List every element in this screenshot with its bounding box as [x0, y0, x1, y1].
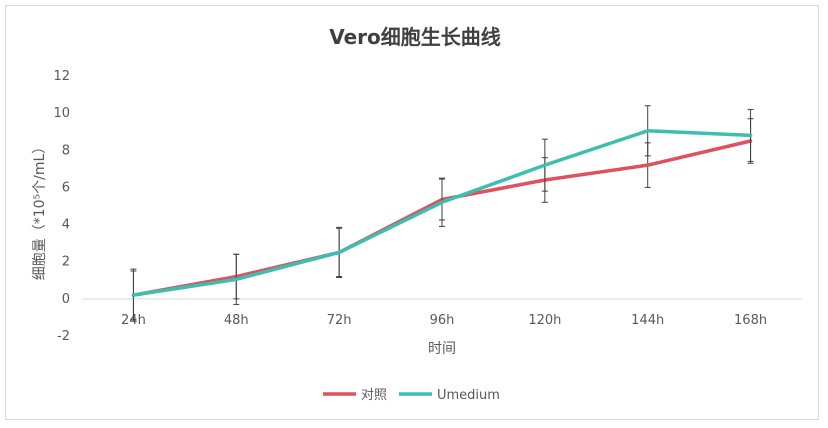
x-tick-label: 96h — [430, 313, 455, 328]
x-tick-label: 144h — [631, 313, 664, 328]
growth-curve-chart: Vero细胞生长曲线 细胞量（*10⁵个/mL） 时间 -2024681012 … — [32, 25, 802, 403]
chart-frame: Vero细胞生长曲线 细胞量（*10⁵个/mL） 时间 -2 0 2 4 6 8 10 12 … — [5, 5, 819, 420]
series-line-1 — [131, 129, 753, 297]
y-axis-ticks: -2 0 2 4 6 8 10 12 — [53, 69, 70, 344]
x-tick-label: 120h — [528, 313, 561, 328]
y-tick-label: 0 — [62, 292, 70, 307]
x-axis-ticks: 24h 48h 72h 96h 120h 144h 168h — [121, 313, 767, 328]
x-tick-label: 48h — [224, 313, 249, 328]
chart-title: Vero细胞生长曲线 — [329, 25, 501, 49]
x-tick-label: 72h — [327, 313, 352, 328]
y-tick-label: 4 — [62, 218, 70, 233]
legend-item-1: Umedium — [399, 388, 500, 403]
y-axis-label: 细胞量（*10⁵个/mL） — [32, 140, 48, 281]
y-tick-label: -2 — [57, 329, 70, 344]
y-tick-label: 12 — [53, 69, 70, 84]
legend-item-0: 对照 — [323, 388, 387, 403]
series-1 — [130, 105, 754, 322]
y-tick-label: 6 — [62, 180, 70, 195]
y-tick-label: 2 — [62, 255, 70, 270]
x-tick-label: 168h — [734, 313, 767, 328]
x-axis-label: 时间 — [428, 341, 456, 357]
y-tick-label: 8 — [62, 143, 70, 158]
legend: 对照 Umedium — [323, 388, 500, 403]
legend-label: Umedium — [437, 388, 500, 403]
legend-label: 对照 — [361, 388, 387, 403]
series-layer — [130, 105, 754, 322]
y-tick-label: 10 — [53, 106, 70, 121]
